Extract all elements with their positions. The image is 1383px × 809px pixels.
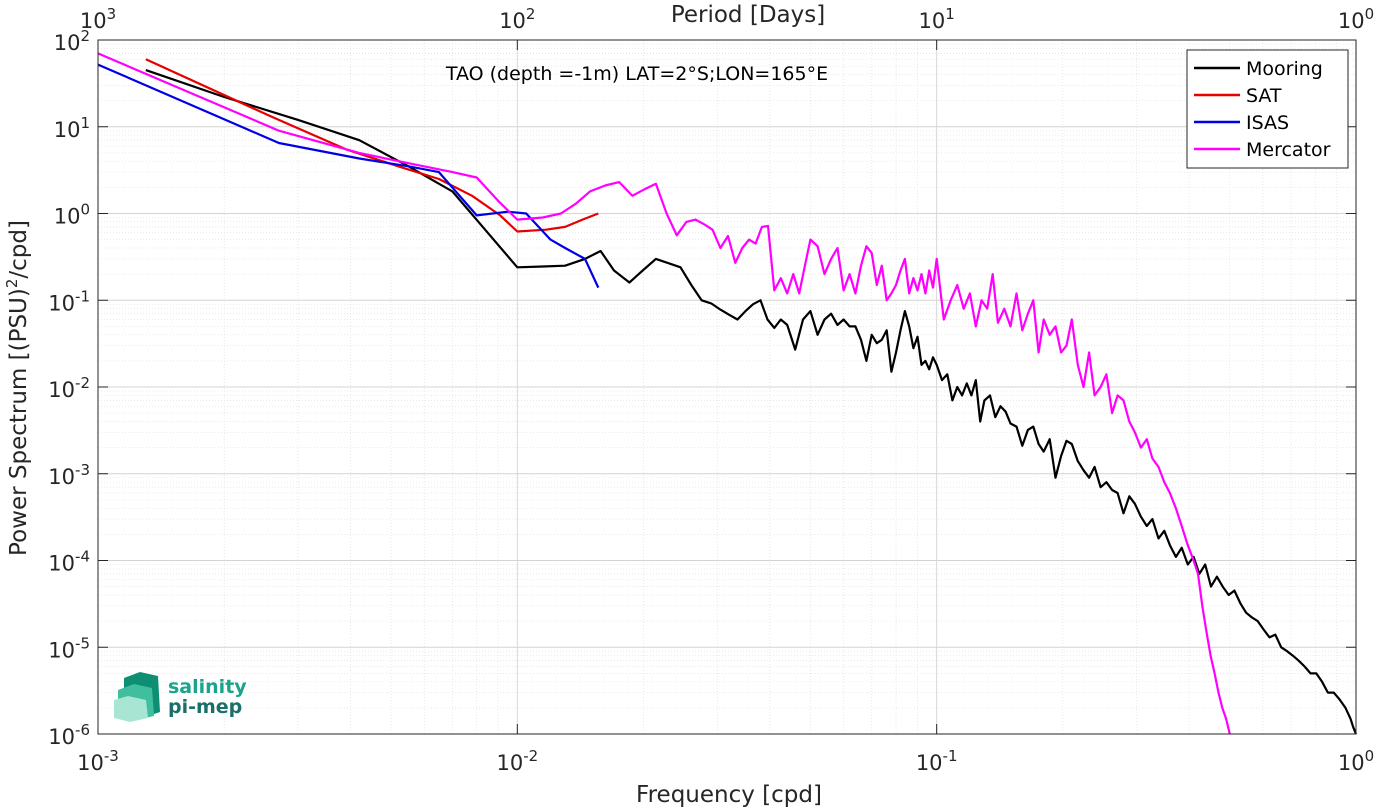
x-tick-label: 100 [1338, 747, 1374, 775]
y-tick-label: 10-3 [48, 461, 90, 489]
salinity-pi-mep-logo: salinity pi-mep [114, 672, 247, 722]
legend-label-mercator: Mercator [1246, 139, 1331, 161]
top-tick-label: 103 [80, 5, 116, 33]
grid [97, 39, 1357, 735]
y-tick-label: 101 [54, 114, 90, 142]
top-tick-label: 100 [1338, 5, 1374, 33]
y-tick-label: 10-5 [48, 634, 90, 662]
y-tick-label: 10-4 [48, 548, 90, 576]
x-tick-label: 10-1 [916, 747, 958, 775]
y-axis-label: Power Spectrum [(PSU)2/cpd] [3, 220, 32, 556]
series-line-mercator [97, 52, 1231, 735]
y-tick-label: 100 [54, 201, 90, 229]
legend-label-isas: ISAS [1246, 112, 1289, 134]
x-axis-label: Frequency [cpd] [636, 782, 822, 808]
logo-text-salinity: salinity [168, 676, 247, 698]
y-axis-label-sup: 2 [3, 279, 21, 289]
series-line-mooring [145, 69, 1358, 735]
top-tick-label: 101 [919, 5, 955, 33]
legend: Mooring SAT ISAS Mercator [1186, 49, 1349, 169]
y-tick-label: 10-1 [48, 287, 90, 315]
x-tick-label: 10-2 [496, 747, 538, 775]
legend-label-sat: SAT [1246, 85, 1282, 107]
x-tick-label: 10-3 [77, 747, 119, 775]
legend-label-mooring: Mooring [1246, 58, 1323, 80]
series-line-sat [145, 58, 599, 233]
y-tick-label: 10-6 [48, 721, 90, 749]
y-tick-label: 10-2 [48, 374, 90, 402]
y-tick-label: 102 [54, 27, 90, 55]
logo-text-pi-mep: pi-mep [168, 696, 242, 718]
series-line-isas [97, 63, 600, 289]
top-tick-label: 102 [499, 5, 535, 33]
series-lines [97, 52, 1358, 735]
logo-mark-front [114, 696, 148, 722]
y-axis-label-tail: /cpd] [6, 220, 32, 279]
chart-annotation: TAO (depth =-1m) LAT=2°S;LON=165°E [445, 63, 828, 85]
y-axis-label-main: Power Spectrum [(PSU) [6, 288, 32, 556]
top-axis-label: Period [Days] [671, 2, 825, 28]
